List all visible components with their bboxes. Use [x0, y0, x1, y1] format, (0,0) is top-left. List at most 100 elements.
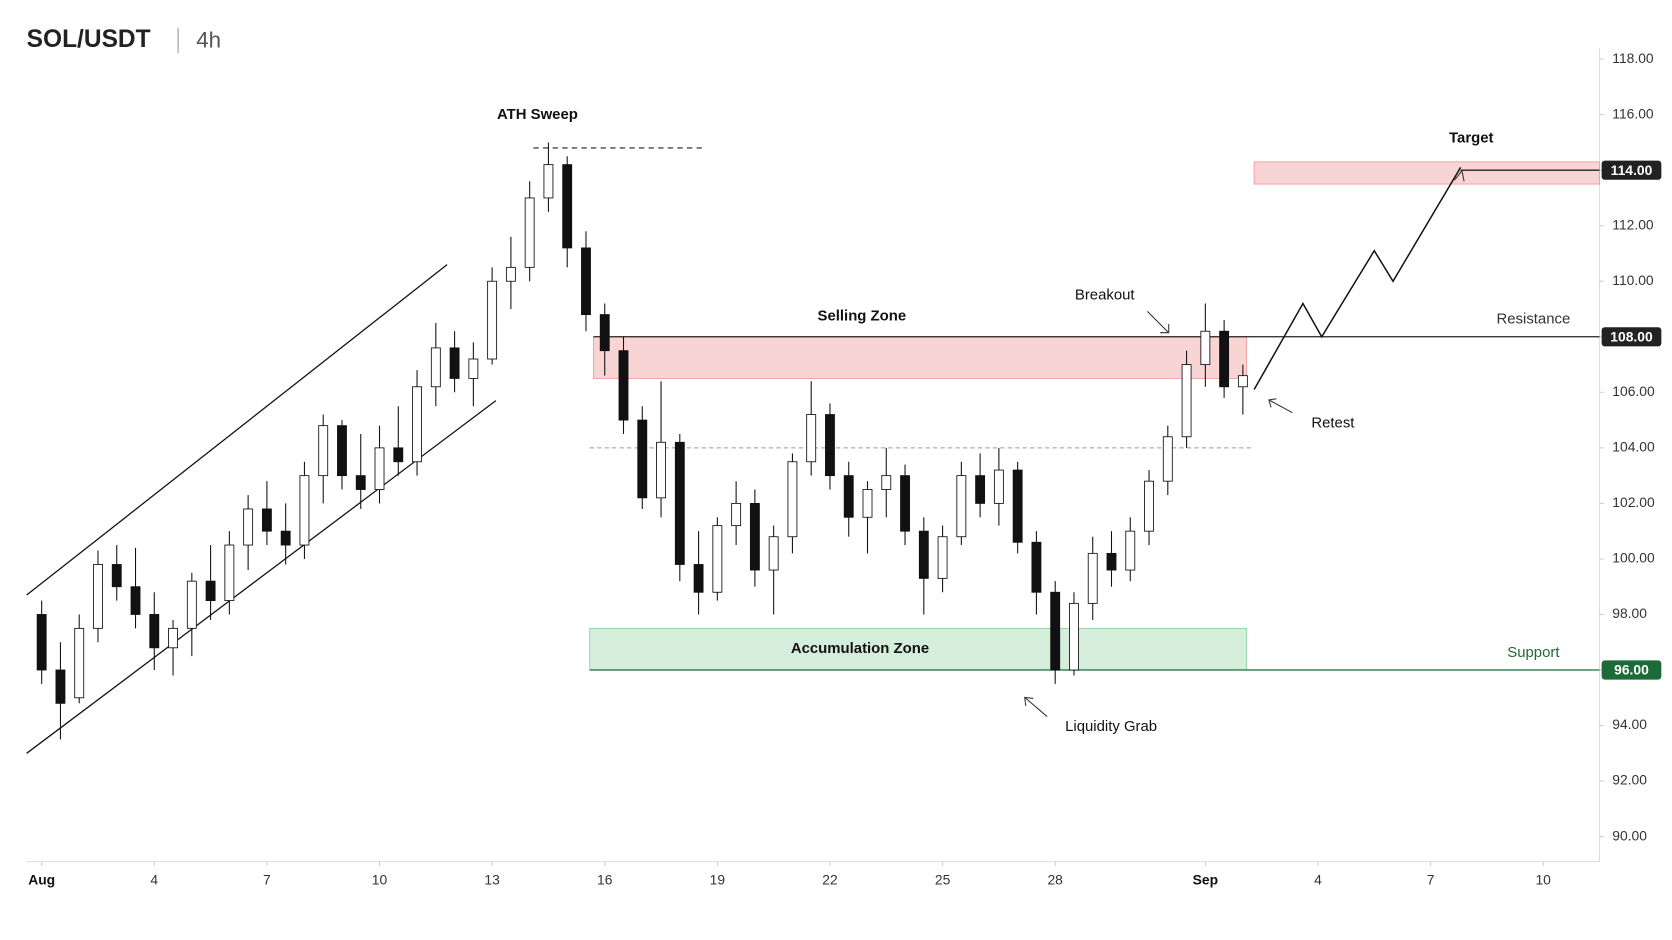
candle-body — [111, 564, 122, 588]
x-tick-label: 10 — [1535, 871, 1551, 887]
x-tick-label: 4 — [150, 871, 158, 887]
candle-body — [393, 447, 404, 463]
x-tick-label: Aug — [28, 871, 55, 887]
candle-body — [487, 280, 498, 360]
annotation: Retest — [1311, 414, 1355, 431]
candle-body — [149, 614, 160, 649]
arrow — [1268, 398, 1293, 414]
candle-body — [55, 669, 66, 704]
zone — [1253, 161, 1600, 185]
candle-body — [243, 508, 254, 546]
candle-body — [36, 614, 47, 671]
candle-body — [261, 508, 272, 532]
price-badge — [1601, 660, 1662, 680]
candle-body — [74, 627, 85, 699]
candle-body — [355, 475, 366, 490]
candle-body — [956, 475, 967, 538]
x-tick-label: 7 — [263, 871, 271, 887]
y-tick-label: 102.00 — [1612, 494, 1655, 510]
candle-body — [337, 425, 347, 477]
candle-body — [1087, 552, 1098, 604]
y-tick-label: 118.00 — [1612, 50, 1654, 66]
y-tick-label: 92.00 — [1612, 772, 1647, 788]
candle-body — [93, 564, 103, 629]
candle-body — [693, 564, 704, 593]
y-tick-label: 110.00 — [1612, 272, 1654, 288]
y-tick-label: 106.00 — [1612, 383, 1655, 399]
symbol: SOL/USDT — [27, 26, 151, 53]
candle-body — [618, 350, 629, 421]
candle-body — [1012, 469, 1023, 543]
x-tick-label: 16 — [597, 871, 613, 887]
candle-body — [749, 502, 760, 571]
arrows — [1024, 169, 1465, 717]
y-tick-label: 104.00 — [1612, 439, 1655, 455]
zone — [589, 627, 1248, 671]
arrow — [1454, 169, 1465, 182]
candle-body — [637, 419, 648, 499]
x-tick-label: 7 — [1427, 871, 1435, 887]
candle-body — [412, 386, 422, 463]
candle-body — [599, 314, 610, 352]
candle-body — [543, 164, 554, 199]
candle-body — [1237, 375, 1248, 388]
arrow — [1146, 311, 1170, 334]
candle-body — [1125, 530, 1136, 571]
y-tick-label: 94.00 — [1612, 716, 1647, 732]
zone-label: Target — [1449, 129, 1493, 146]
candle-body — [1181, 364, 1192, 438]
y-tick-label: 116.00 — [1612, 105, 1654, 121]
candle-body — [205, 580, 216, 602]
x-tick-label: 13 — [484, 871, 500, 887]
annotation: Liquidity Grab — [1065, 718, 1157, 735]
candle-body — [1219, 330, 1230, 388]
projection-path — [1253, 167, 1462, 390]
interval: 4h — [196, 28, 221, 53]
channel-line — [26, 264, 448, 596]
candle-body — [712, 525, 723, 593]
candle-body — [825, 414, 835, 477]
y-tick-label: 90.00 — [1612, 827, 1647, 843]
candle-body — [581, 247, 591, 316]
price-badge — [1601, 327, 1662, 347]
candle-body — [843, 475, 854, 518]
price-badge-label: 96.00 — [1614, 662, 1649, 678]
x-tick-label: 22 — [822, 871, 838, 887]
price-badge-label: 108.00 — [1610, 329, 1653, 345]
zone-label: Accumulation Zone — [791, 640, 929, 657]
candle-body — [1031, 541, 1042, 593]
candle-body — [1162, 436, 1173, 482]
y-tick-label: 112.00 — [1612, 216, 1654, 232]
candle-body — [224, 544, 235, 602]
candle-body — [318, 425, 329, 477]
x-tick-label: 28 — [1047, 871, 1063, 887]
y-tick-label: 100.00 — [1612, 550, 1655, 566]
candle-body — [674, 441, 685, 565]
candle-body — [524, 197, 535, 268]
level-label: Resistance — [1497, 311, 1571, 328]
candle-body — [975, 475, 986, 504]
candle-body — [1200, 330, 1211, 365]
candle-body — [280, 530, 291, 546]
zone-label: Selling Zone — [818, 307, 907, 324]
candle-body — [1050, 591, 1061, 671]
candle-body — [993, 469, 1004, 504]
candle-body — [787, 461, 798, 538]
candle-body — [731, 502, 742, 527]
zone — [593, 336, 1248, 379]
candle-body — [1144, 480, 1154, 532]
candle-body — [1069, 602, 1079, 671]
candle-body — [468, 358, 479, 379]
candle-body — [806, 414, 817, 463]
price-badge-label: 114.00 — [1611, 162, 1653, 178]
candle-body — [881, 475, 892, 490]
candle-body — [130, 586, 141, 615]
candle-body — [449, 347, 460, 379]
candle-body — [1106, 552, 1117, 571]
x-tick-label: 10 — [372, 871, 388, 887]
arrow — [1024, 696, 1048, 717]
candle-body — [918, 530, 929, 579]
level-label: Support — [1507, 644, 1560, 661]
candle-body — [505, 266, 516, 282]
